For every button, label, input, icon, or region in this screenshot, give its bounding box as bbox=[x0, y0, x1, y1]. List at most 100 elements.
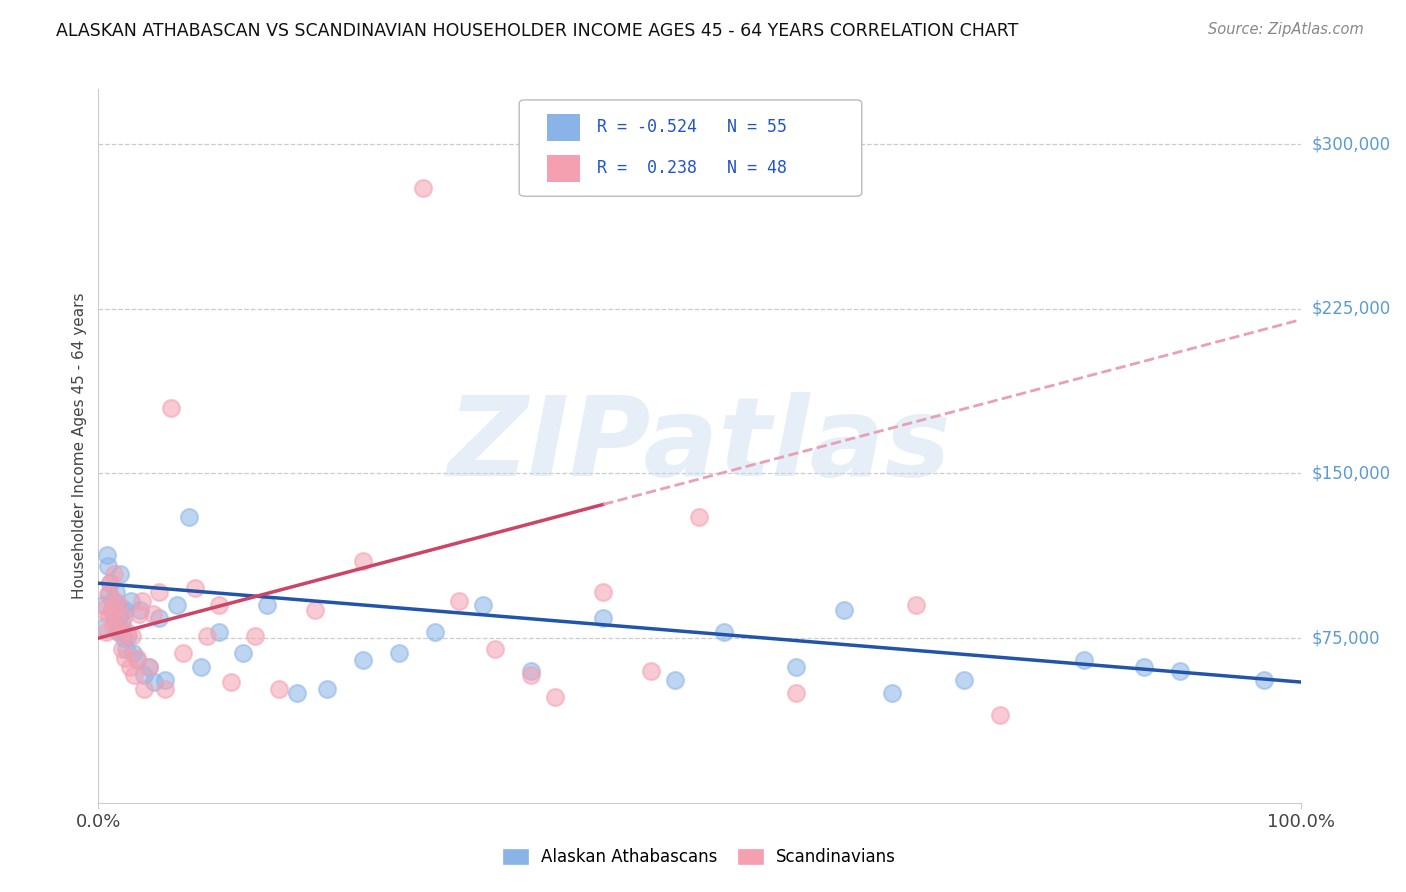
Point bbox=[128, 607, 150, 621]
Point bbox=[388, 647, 411, 661]
Point bbox=[129, 602, 152, 616]
Point bbox=[100, 602, 122, 616]
Point bbox=[315, 681, 337, 696]
Point bbox=[520, 668, 543, 682]
Point bbox=[103, 567, 125, 582]
Point bbox=[153, 673, 176, 687]
Point bbox=[132, 668, 155, 682]
Point bbox=[1073, 653, 1095, 667]
Point bbox=[111, 615, 134, 630]
Point bbox=[713, 624, 735, 639]
Text: $150,000: $150,000 bbox=[1312, 465, 1391, 483]
Text: Source: ZipAtlas.com: Source: ZipAtlas.com bbox=[1208, 22, 1364, 37]
Point bbox=[219, 675, 242, 690]
Point bbox=[105, 585, 128, 599]
Point bbox=[159, 401, 181, 415]
Text: $225,000: $225,000 bbox=[1312, 300, 1391, 318]
Point bbox=[243, 629, 266, 643]
Point bbox=[122, 647, 145, 661]
Point bbox=[96, 548, 118, 562]
Point bbox=[100, 576, 122, 591]
Point bbox=[520, 664, 543, 678]
FancyBboxPatch shape bbox=[547, 155, 581, 182]
Point bbox=[412, 181, 434, 195]
Point bbox=[195, 629, 218, 643]
Point bbox=[125, 653, 148, 667]
Point bbox=[148, 585, 170, 599]
Point bbox=[232, 647, 254, 661]
Point bbox=[208, 624, 231, 639]
Text: R =  0.238   N = 48: R = 0.238 N = 48 bbox=[598, 160, 787, 178]
Point bbox=[107, 614, 129, 628]
Point bbox=[91, 598, 114, 612]
Point bbox=[256, 598, 278, 612]
Point bbox=[115, 642, 138, 657]
Point bbox=[166, 598, 188, 612]
Text: R = -0.524   N = 55: R = -0.524 N = 55 bbox=[598, 119, 787, 136]
Point bbox=[104, 615, 127, 630]
Point bbox=[141, 607, 163, 621]
Point bbox=[124, 668, 146, 682]
Point bbox=[108, 567, 131, 582]
Point bbox=[94, 624, 117, 639]
Point bbox=[118, 659, 141, 673]
Point bbox=[304, 602, 326, 616]
Point bbox=[108, 598, 131, 612]
Point bbox=[640, 664, 662, 678]
Point bbox=[785, 686, 807, 700]
Point bbox=[1170, 664, 1192, 678]
Point bbox=[108, 609, 131, 624]
Point bbox=[91, 602, 114, 616]
Point bbox=[100, 602, 122, 616]
Legend: Alaskan Athabascans, Scandinavians: Alaskan Athabascans, Scandinavians bbox=[496, 842, 903, 873]
Point bbox=[100, 576, 122, 591]
Point bbox=[117, 624, 139, 639]
Point bbox=[177, 510, 200, 524]
Point bbox=[544, 690, 567, 705]
Point bbox=[988, 708, 1011, 723]
Point bbox=[117, 629, 139, 643]
Point bbox=[352, 554, 374, 568]
Point bbox=[832, 602, 855, 616]
Text: ZIPatlas: ZIPatlas bbox=[447, 392, 952, 500]
Point bbox=[148, 611, 170, 625]
Point bbox=[138, 659, 160, 673]
Point bbox=[104, 594, 127, 608]
Point bbox=[98, 609, 121, 624]
Point bbox=[904, 598, 927, 612]
Point bbox=[592, 611, 614, 625]
Point bbox=[138, 659, 160, 673]
Point bbox=[352, 653, 374, 667]
Point bbox=[285, 686, 308, 700]
Point bbox=[953, 673, 976, 687]
FancyBboxPatch shape bbox=[519, 100, 862, 196]
Point bbox=[131, 594, 153, 608]
Point bbox=[98, 587, 121, 601]
Point bbox=[132, 681, 155, 696]
Point bbox=[208, 598, 231, 612]
Text: $300,000: $300,000 bbox=[1312, 135, 1391, 153]
Point bbox=[183, 581, 205, 595]
Point bbox=[153, 681, 176, 696]
Point bbox=[120, 594, 142, 608]
Point bbox=[112, 631, 135, 645]
FancyBboxPatch shape bbox=[547, 114, 581, 141]
Point bbox=[114, 602, 136, 616]
Point bbox=[142, 675, 165, 690]
Point bbox=[103, 611, 125, 625]
Point bbox=[112, 609, 135, 624]
Point bbox=[101, 594, 124, 608]
Point bbox=[107, 598, 129, 612]
Point bbox=[125, 651, 148, 665]
Point bbox=[447, 594, 470, 608]
Point bbox=[880, 686, 903, 700]
Point bbox=[110, 602, 132, 616]
Point bbox=[1133, 659, 1156, 673]
Point bbox=[472, 598, 495, 612]
Point bbox=[190, 659, 212, 673]
Point bbox=[423, 624, 446, 639]
Point bbox=[111, 642, 134, 657]
Text: $75,000: $75,000 bbox=[1312, 629, 1381, 647]
Point bbox=[101, 620, 124, 634]
Point bbox=[267, 681, 290, 696]
